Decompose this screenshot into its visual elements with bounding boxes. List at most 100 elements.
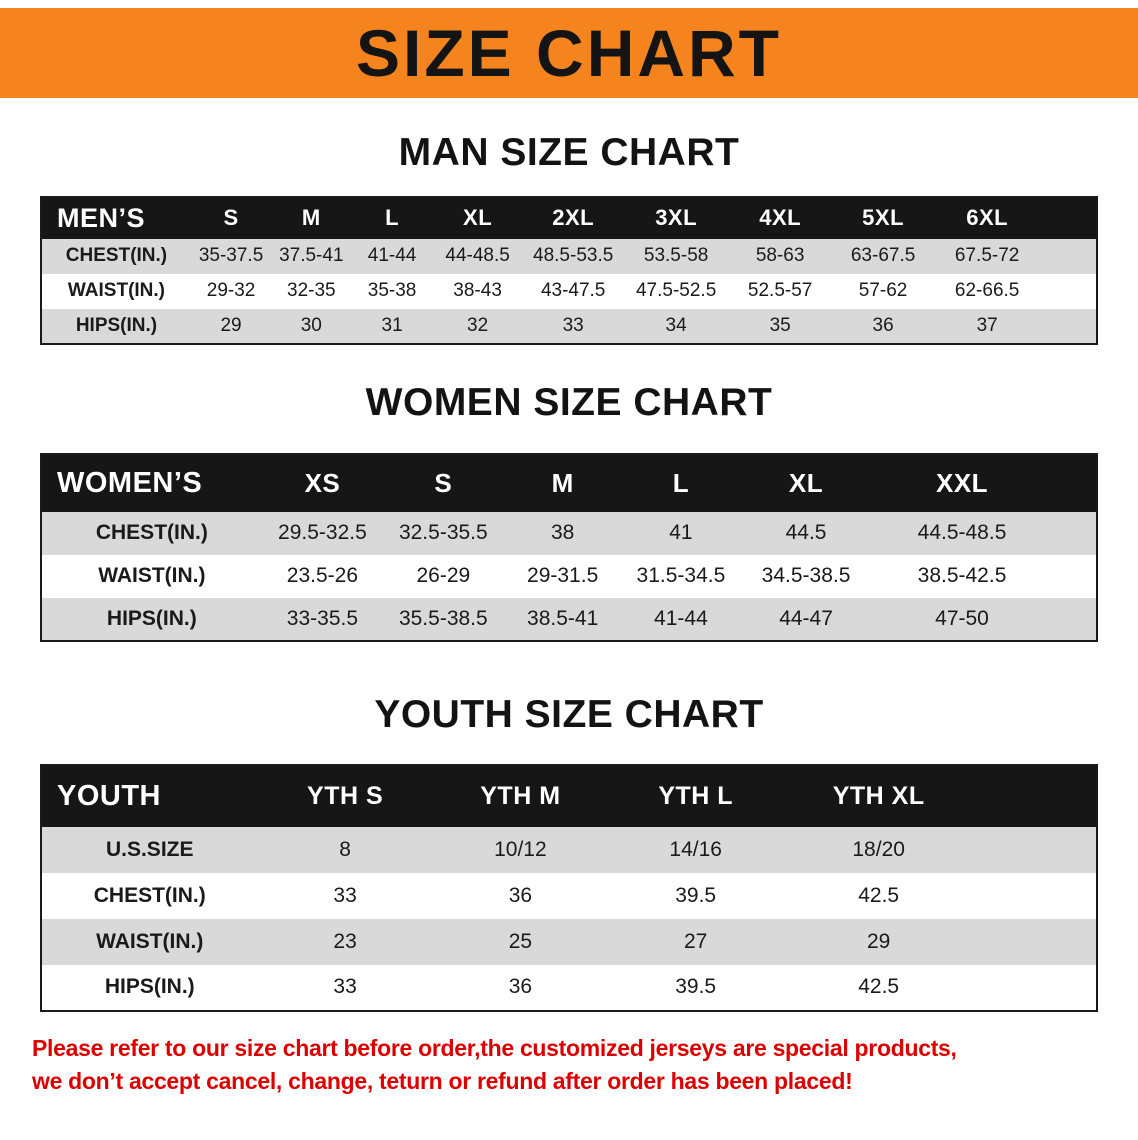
size-value: 35-38 [367, 280, 417, 302]
size-value: 47.5-52.5 [635, 280, 717, 302]
table-row: HIPS(IN.) 29 30 31 32 33 34 35 36 37 [41, 308, 1097, 344]
table-title-cell: YOUTH [41, 764, 258, 827]
size-value: 18/20 [852, 837, 905, 861]
disclaimer-line-2: we don’t accept cancel, change, teturn o… [32, 1067, 853, 1094]
table-header: WOMEN’S XS S M L XL XXL [41, 453, 1097, 512]
disclaimer-line-1: Please refer to our size chart before or… [32, 1034, 957, 1061]
size-value: 58-63 [755, 245, 805, 267]
size-value: 32.5-35.5 [398, 521, 488, 545]
size-value: 57-62 [858, 280, 908, 302]
youth-size-table: YOUTH YTH S YTH M YTH L YTH XL U.S.SIZE 8 10/12… [40, 763, 1098, 1012]
size-column-header: XL [432, 196, 523, 239]
size-value: 8 [339, 837, 351, 861]
header-row: MEN’S S M L XL 2XL 3XL 4XL 5XL 6XL [41, 196, 1097, 239]
table-title-cell: MEN’S [41, 196, 191, 239]
size-column-header: L [621, 453, 741, 512]
table-row: HIPS(IN.) 33-35.5 35.5-38.5 38.5-41 41-44 44-… [41, 597, 1097, 641]
row-label: CHEST(IN.) [93, 883, 206, 907]
table-row: CHEST(IN.) 35-37.5 37.5-41 41-44 44-48.5 48.5… [41, 238, 1097, 274]
size-value: 37.5-41 [279, 245, 344, 267]
size-value: 38.5-41 [527, 606, 599, 630]
table-body: CHEST(IN.) 35-37.5 37.5-41 41-44 44-48.5 48.5… [41, 238, 1097, 344]
table-row: WAIST(IN.) 23 25 27 29 [41, 918, 1097, 965]
size-value: 29.5-32.5 [278, 521, 367, 545]
size-value: 34.5-38.5 [761, 564, 851, 588]
size-value: 25 [508, 929, 533, 953]
size-column-header: XS [261, 453, 384, 512]
size-column-header: YTH XL [783, 764, 1097, 827]
size-value: 63-67.5 [850, 245, 916, 267]
size-column-header: L [351, 196, 433, 239]
size-column-header: S [190, 196, 272, 239]
size-value: 27 [683, 929, 708, 953]
size-column-header: M [503, 453, 622, 512]
size-column-header: XL [740, 453, 873, 512]
page-title: SIZE CHART [356, 16, 782, 90]
size-value: 14/16 [669, 837, 722, 861]
size-value: 29-32 [206, 280, 256, 302]
size-column-header: 5XL [831, 196, 935, 239]
women-section-heading: WOMEN SIZE CHART [365, 380, 773, 424]
row-label: HIPS(IN.) [106, 606, 197, 630]
table-header: MEN’S S M L XL 2XL 3XL 4XL 5XL 6XL [41, 196, 1097, 239]
table-row: WAIST(IN.) 23.5-26 26-29 29-31.5 31.5-34.5 34… [41, 554, 1097, 598]
size-value: 26-29 [416, 564, 471, 588]
table-title-cell: WOMEN’S [41, 453, 262, 512]
size-value: 44-47 [779, 606, 833, 630]
size-value: 31.5-34.5 [636, 564, 726, 588]
table-row: CHEST(IN.) 33 36 39.5 42.5 [41, 872, 1097, 919]
size-value: 23 [333, 929, 357, 953]
size-value: 36 [508, 975, 533, 999]
size-value: 41-44 [654, 606, 708, 630]
size-value: 33-35.5 [286, 606, 359, 630]
size-value: 44.5 [785, 521, 827, 545]
youth-section-heading: YOUTH SIZE CHART [374, 692, 764, 736]
size-column-header: 2XL [522, 196, 624, 239]
size-value: 53.5-58 [643, 245, 709, 267]
row-label: CHEST(IN.) [65, 245, 168, 267]
size-value: 62-66.5 [954, 280, 1020, 302]
table-row: WAIST(IN.) 29-32 32-35 35-38 38-43 43-47.5 47.… [41, 273, 1097, 309]
size-value: 33 [333, 975, 357, 999]
size-value: 29 [220, 314, 242, 336]
size-value: 52.5-57 [747, 280, 813, 302]
size-value: 23.5-26 [286, 564, 359, 588]
row-label: WAIST(IN.) [98, 564, 206, 588]
size-value: 41-44 [367, 245, 417, 267]
size-value: 36 [508, 883, 533, 907]
size-value: 38 [550, 521, 575, 545]
size-value: 35-37.5 [198, 245, 264, 267]
size-column-header: XXL [872, 453, 1097, 512]
table-header: YOUTH YTH S YTH M YTH L YTH XL [41, 764, 1097, 827]
table-row: HIPS(IN.) 33 36 39.5 42.5 [41, 964, 1097, 1011]
size-value: 36 [872, 314, 894, 336]
men-size-section: MAN SIZE CHART MEN’S S M L XL 2XL 3XL 4XL 5XL 6XL… [0, 131, 1138, 345]
size-chart-page: SIZE CHART MAN SIZE CHART MEN’S S M L XL 2XL 3… [0, 8, 1138, 1140]
size-value: 35 [769, 314, 791, 336]
men-section-heading: MAN SIZE CHART [398, 131, 740, 174]
row-label: WAIST(IN.) [67, 280, 166, 302]
size-value: 38-43 [453, 280, 502, 302]
size-value: 35.5-38.5 [398, 606, 488, 630]
size-column-header: YTH M [432, 764, 609, 827]
row-label: U.S.SIZE [105, 837, 194, 861]
size-value: 44-48.5 [445, 245, 510, 267]
size-value: 38.5-42.5 [917, 564, 1007, 588]
row-label: CHEST(IN.) [95, 521, 208, 545]
disclaimer-note: Please refer to our size chart before or… [32, 1032, 1106, 1099]
size-value: 31 [381, 314, 403, 336]
size-value: 41 [669, 521, 693, 545]
size-value: 48.5-53.5 [533, 245, 614, 267]
size-column-header: 4XL [728, 196, 832, 239]
row-label: HIPS(IN.) [104, 975, 195, 999]
size-column-header: 6XL [934, 196, 1097, 239]
size-value: 33 [562, 314, 584, 336]
banner: SIZE CHART [0, 8, 1138, 98]
size-column-header: M [271, 196, 352, 239]
men-size-table: MEN’S S M L XL 2XL 3XL 4XL 5XL 6XL CHEST(IN.) 35-37… [40, 195, 1098, 345]
size-value: 39.5 [675, 883, 717, 907]
size-value: 33 [333, 883, 357, 907]
header-row: WOMEN’S XS S M L XL XXL [41, 453, 1097, 512]
size-value: 34 [665, 314, 687, 336]
size-value: 44.5-48.5 [917, 521, 1007, 545]
